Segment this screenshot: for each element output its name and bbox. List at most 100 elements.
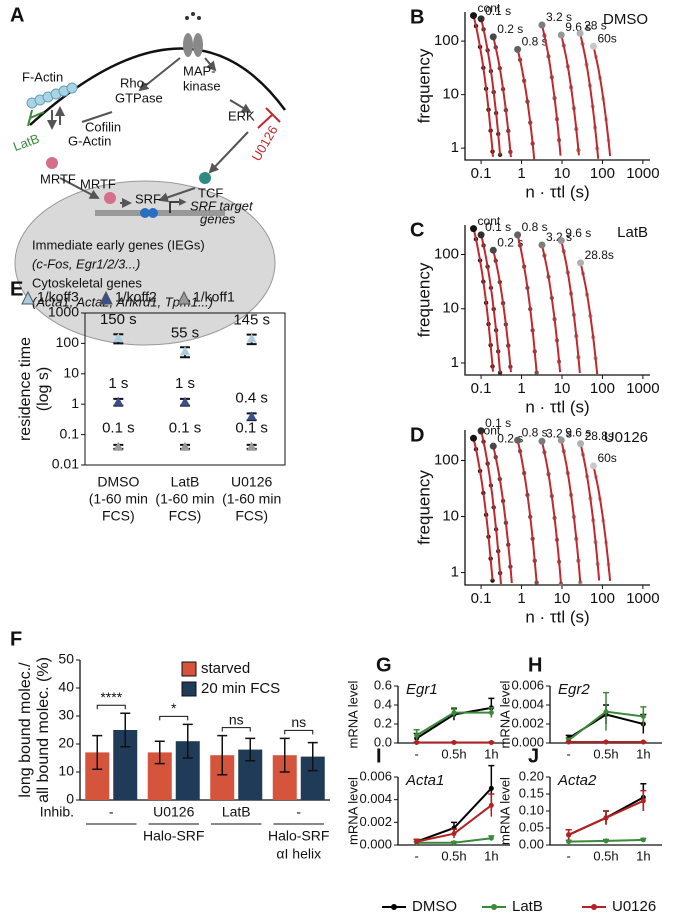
curve-peak: [577, 440, 585, 448]
point: [488, 740, 494, 746]
y-tick-label: 1: [451, 564, 459, 581]
point: [246, 441, 257, 451]
fit-curve: [516, 234, 538, 373]
fit-curve: [472, 228, 494, 372]
point: [180, 396, 190, 406]
fit-curve: [579, 33, 600, 159]
curve-peak: [514, 436, 522, 444]
fit-curve: [560, 34, 580, 156]
curve-label: 28.8s: [585, 248, 614, 262]
y-tick-label: 0.20: [519, 768, 544, 783]
y-tick-label: 10: [442, 507, 459, 524]
x-tick-label: 1h: [636, 848, 650, 863]
x-tick-label: -: [414, 746, 418, 761]
error-bar: [217, 734, 228, 776]
x-axis-label: n · τtl (s): [525, 182, 589, 201]
x-tick-label: 10: [554, 380, 571, 397]
annotation: 0.1 s: [235, 420, 268, 437]
x-tick-label: 0.5h: [593, 848, 618, 863]
curve-peak: [589, 462, 597, 470]
y-tick-label: 0.4: [374, 696, 392, 711]
mrtf: [104, 192, 116, 204]
y-tick-label: 1: [451, 354, 459, 371]
fit-curve: [541, 24, 562, 156]
x-tick-label: -: [296, 804, 301, 820]
x-tick-label: 0.1: [471, 380, 492, 397]
curve-label: 9.6 s: [565, 226, 591, 240]
curve-peak: [477, 427, 485, 435]
significance: ****: [100, 689, 122, 705]
curve-label: 0.8 s: [522, 220, 548, 234]
legend-marker: [177, 290, 191, 305]
y-tick-label: 0: [66, 791, 74, 807]
arrow: [158, 187, 196, 203]
curve-label: 0.1 s: [485, 220, 511, 234]
fit-curve: [541, 441, 562, 584]
x-tick-label: 0.5h: [593, 746, 618, 761]
label: (c-Fos, Egr1/2/3...): [32, 256, 140, 271]
label: kinase: [183, 78, 221, 93]
point: [113, 396, 124, 406]
point: [640, 837, 646, 843]
x-tick-label: LatB: [171, 474, 200, 490]
curve-peak: [470, 434, 478, 442]
y-tick-label: 50: [58, 651, 74, 667]
curve-peak: [477, 15, 485, 23]
curve-peak: [538, 21, 546, 29]
condition: U0126: [604, 429, 648, 446]
y-tick-label: 0.2: [374, 715, 392, 730]
curve-peak: [576, 29, 584, 37]
x-tick-label: 100: [590, 380, 615, 397]
y-tick-label: 1: [451, 139, 459, 156]
x-tick-label: FCS): [169, 508, 202, 524]
curve-label: 28.8s: [585, 429, 614, 443]
x-tick-label: 100: [590, 165, 615, 182]
panel-letter: J: [528, 745, 539, 767]
y-tick-label: 10: [442, 300, 459, 317]
receptor: [183, 33, 193, 57]
y-tick-label: 0.15: [519, 785, 544, 800]
legend-label: starved: [201, 660, 250, 677]
curve-peak: [514, 231, 522, 239]
point: [566, 832, 572, 838]
point: [451, 710, 457, 716]
curve-label: 0.8 s: [522, 35, 548, 49]
curve-peak: [557, 237, 565, 245]
x-tick-label: 1h: [484, 746, 498, 761]
nucleus: [14, 180, 276, 346]
mrtf: [46, 157, 58, 169]
curve-peak: [470, 12, 478, 20]
x-tick-label: 1: [517, 380, 525, 397]
y-axis-label: frequency: [414, 48, 433, 123]
panel-letter: D: [410, 424, 424, 446]
fit-curve: [579, 262, 599, 375]
point: [246, 333, 257, 343]
error-bar: [245, 737, 256, 762]
diagram: A F-Actin Rho- GTPase MAP- kinase Cofili…: [10, 4, 287, 346]
point: [488, 710, 494, 716]
point: [603, 739, 609, 745]
arrow: [208, 131, 249, 174]
point: [113, 441, 124, 451]
error-bar: [154, 740, 165, 765]
fit-curve: [492, 36, 512, 158]
significance-bracket: [96, 704, 126, 710]
x-tick-label: 1000: [626, 165, 659, 182]
fit-curve: [472, 15, 494, 157]
curve-peak: [577, 259, 585, 267]
tss: [169, 198, 187, 213]
label: Immediate early genes (IEGs): [32, 237, 205, 252]
curve-peak: [489, 33, 497, 41]
y-axis-label: frequency: [414, 262, 433, 337]
y-tick-label: 0.006: [511, 677, 544, 692]
panel-letter: C: [410, 219, 424, 241]
x-axis-label: n · τtl (s): [525, 607, 589, 626]
annotation: 145 s: [233, 311, 270, 328]
legend-marker: [591, 904, 597, 910]
annotation: 55 s: [171, 324, 199, 341]
axes: [464, 225, 650, 376]
label: Rho-: [120, 75, 148, 90]
legend-label: 1/koff1: [193, 289, 235, 305]
label: SRF: [135, 191, 161, 206]
point: [640, 798, 646, 804]
